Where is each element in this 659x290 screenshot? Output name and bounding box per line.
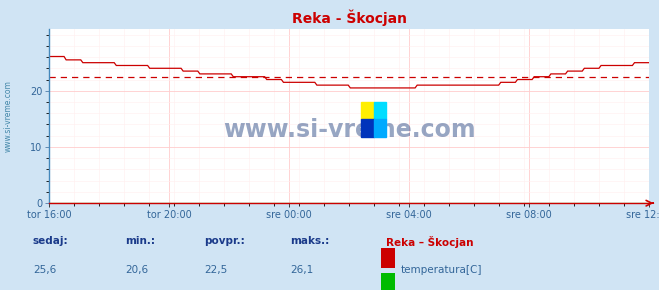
Text: www.si-vreme.com: www.si-vreme.com xyxy=(4,80,13,152)
Text: 20,6: 20,6 xyxy=(125,265,148,275)
Text: min.:: min.: xyxy=(125,236,156,246)
Text: Reka – Škocjan: Reka – Škocjan xyxy=(386,236,473,248)
Bar xyxy=(361,119,374,137)
Bar xyxy=(374,102,386,119)
Text: 26,1: 26,1 xyxy=(290,265,313,275)
Title: Reka - Škocjan: Reka - Škocjan xyxy=(292,10,407,26)
Text: 22,5: 22,5 xyxy=(204,265,227,275)
Text: maks.:: maks.: xyxy=(290,236,330,246)
Bar xyxy=(361,102,374,119)
Text: povpr.:: povpr.: xyxy=(204,236,245,246)
Text: temperatura[C]: temperatura[C] xyxy=(401,265,482,275)
Text: www.si-vreme.com: www.si-vreme.com xyxy=(223,118,476,142)
Text: sedaj:: sedaj: xyxy=(33,236,69,246)
Bar xyxy=(374,119,386,137)
Text: 25,6: 25,6 xyxy=(33,265,56,275)
